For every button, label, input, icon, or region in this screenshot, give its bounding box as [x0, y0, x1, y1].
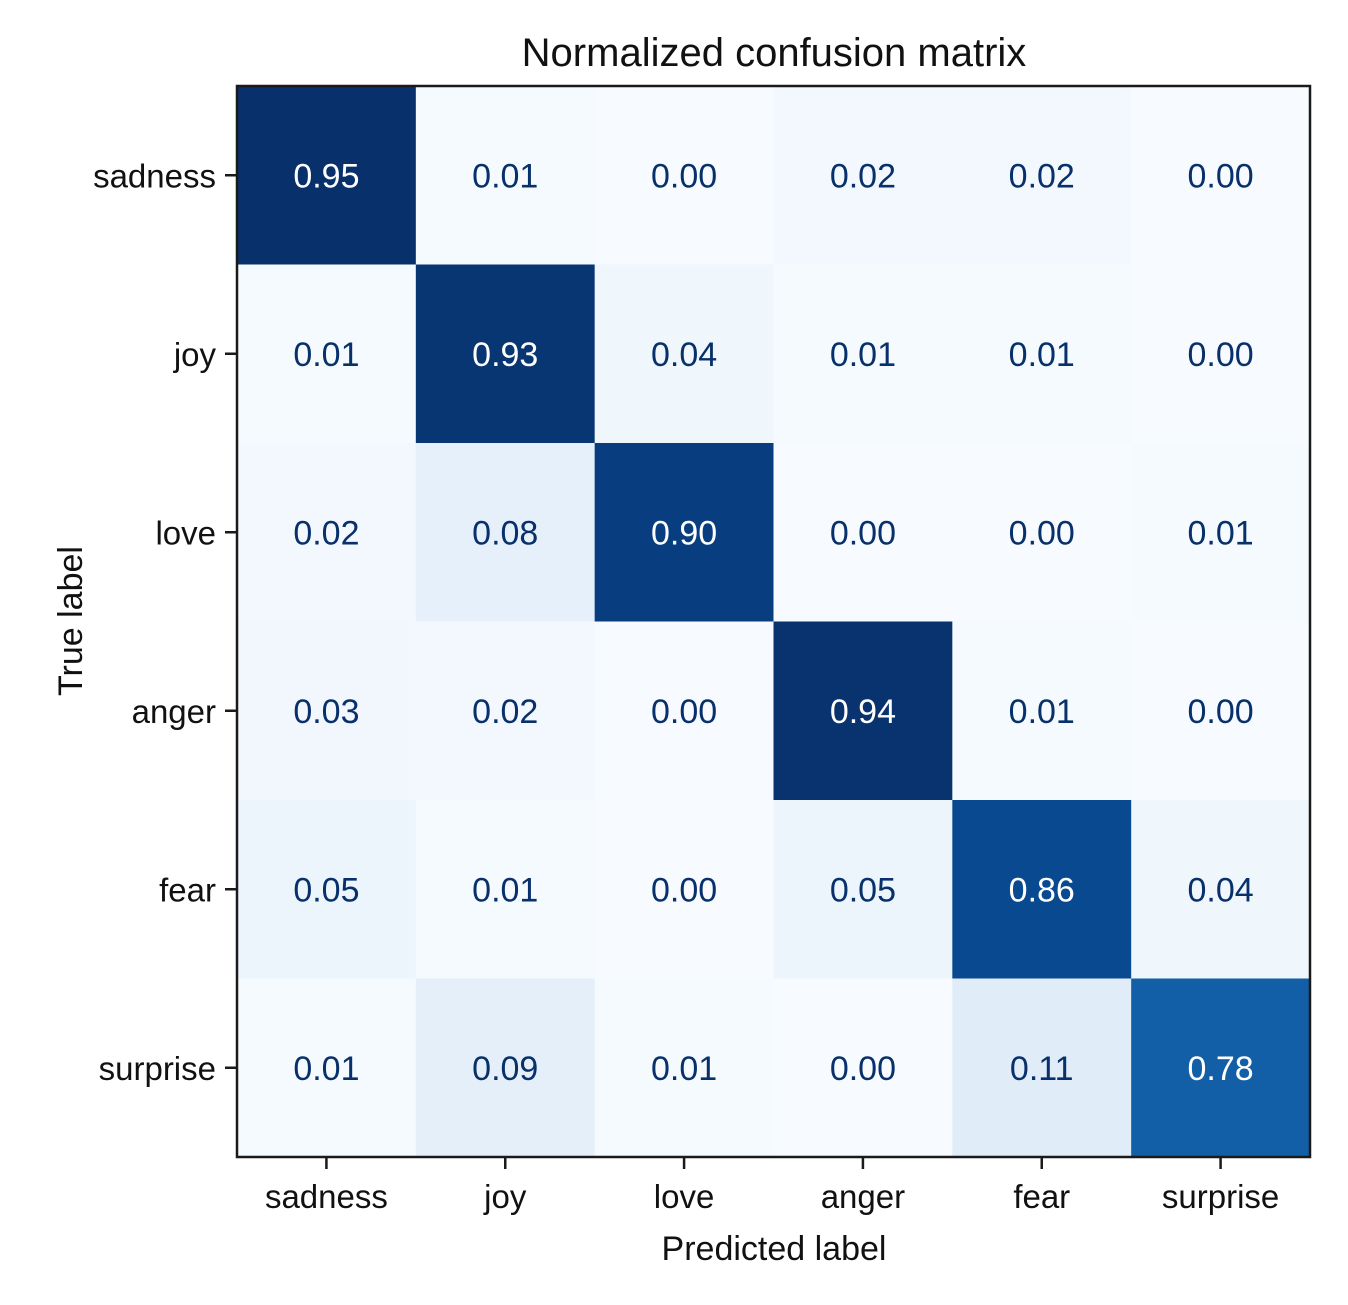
heatmap-cell-joy-love	[594, 264, 775, 444]
cell-value-label: 0.02	[472, 693, 538, 731]
heatmap-cell-surprise-joy	[415, 978, 596, 1158]
cell-value-label: 0.00	[1187, 693, 1253, 731]
heatmap-cell-love-surprise	[1131, 443, 1311, 623]
x-tick-label-joy: joy	[483, 1178, 527, 1215]
cell-value-label: 0.01	[1009, 336, 1075, 374]
cell-value-label: 0.00	[1187, 336, 1253, 374]
heatmap-cell-anger-sadness	[237, 621, 417, 801]
heatmap-cell-anger-anger	[773, 621, 953, 801]
cell-value-label: 0.00	[1187, 157, 1253, 195]
x-tick-label-love: love	[654, 1178, 715, 1215]
chart-title: Normalized confusion matrix	[522, 31, 1027, 75]
heatmap-cell-anger-joy	[415, 621, 596, 801]
heatmap-cell-fear-fear	[952, 800, 1132, 980]
cell-value-label: 0.01	[651, 1050, 717, 1088]
heatmap-cell-fear-sadness	[237, 800, 417, 980]
cell-value-label: 0.78	[1187, 1050, 1253, 1088]
cell-value-label: 0.95	[293, 157, 359, 195]
cell-value-label: 0.00	[651, 157, 717, 195]
cell-value-label: 0.05	[830, 871, 896, 909]
heatmap-cell-sadness-sadness	[237, 86, 417, 266]
heatmap-cell-surprise-anger	[773, 978, 953, 1158]
cell-value-label: 0.02	[1009, 157, 1075, 195]
heatmap-cell-fear-anger	[773, 800, 953, 980]
cell-value-label: 0.90	[651, 514, 717, 552]
heatmap-cell-surprise-love	[594, 978, 775, 1158]
cell-value-label: 0.01	[472, 871, 538, 909]
heatmap-cell-anger-fear	[952, 621, 1132, 801]
heatmap-cell-love-joy	[415, 443, 596, 623]
cell-value-label: 0.00	[830, 514, 896, 552]
cell-value-label: 0.03	[293, 693, 359, 731]
cell-value-label: 0.00	[830, 1050, 896, 1088]
y-tick-label-love: love	[155, 514, 216, 551]
heatmap-cell-anger-love	[594, 621, 775, 801]
heatmap-cell-fear-surprise	[1131, 800, 1311, 980]
y-tick-label-fear: fear	[159, 871, 216, 908]
y-axis-label: True label	[52, 546, 90, 696]
y-tick-label-sadness: sadness	[93, 157, 216, 194]
cell-value-label: 0.94	[830, 693, 896, 731]
cell-value-label: 0.02	[293, 514, 359, 552]
cell-value-label: 0.08	[472, 514, 538, 552]
cell-value-label: 0.01	[830, 336, 896, 374]
heatmap-cell-surprise-sadness	[237, 978, 417, 1158]
cell-value-label: 0.86	[1009, 871, 1075, 909]
heatmap-cell-sadness-fear	[952, 86, 1132, 266]
cell-value-label: 0.09	[472, 1050, 538, 1088]
heatmap-cell-sadness-joy	[415, 86, 596, 266]
cell-value-label: 0.00	[651, 693, 717, 731]
heatmap-cell-surprise-fear	[952, 978, 1132, 1158]
y-tick-label-anger: anger	[132, 693, 216, 730]
cell-value-label: 0.02	[830, 157, 896, 195]
cell-value-label: 0.01	[472, 157, 538, 195]
heatmap-cell-sadness-anger	[773, 86, 953, 266]
cell-value-label: 0.00	[1009, 514, 1075, 552]
heatmap-cell-love-love	[594, 443, 775, 623]
heatmap-cells	[237, 86, 1311, 1158]
cell-value-label: 0.01	[1009, 693, 1075, 731]
cell-value-label: 0.93	[472, 336, 538, 374]
cell-value-label: 0.04	[1187, 871, 1253, 909]
heatmap-cell-surprise-surprise	[1131, 978, 1311, 1158]
heatmap-cell-joy-joy	[415, 264, 596, 444]
heatmap-cell-fear-joy	[415, 800, 596, 980]
heatmap-cell-joy-anger	[773, 264, 953, 444]
heatmap-value-labels: 0.95 0.01 0.00 0.02 0.02 0.00 0.01 0.93 0.04 0.01…	[293, 157, 1253, 1088]
x-tick-label-anger: anger	[821, 1178, 905, 1215]
x-tick-label-sadness: sadness	[265, 1178, 388, 1215]
cell-value-label: 0.00	[651, 871, 717, 909]
cell-value-label: 0.11	[1010, 1050, 1074, 1088]
cell-value-label: 0.01	[293, 1050, 359, 1088]
plot-frame	[235, 84, 1312, 1159]
y-tick-label-joy: joy	[173, 336, 217, 373]
x-axis-label: Predicted label	[662, 1230, 887, 1268]
heatmap-cell-joy-surprise	[1131, 264, 1311, 444]
heatmap-cell-love-fear	[952, 443, 1132, 623]
heatmap-cell-love-sadness	[237, 443, 417, 623]
heatmap-cell-joy-fear	[952, 264, 1132, 444]
cell-value-label: 0.01	[293, 336, 359, 374]
heatmap-cell-anger-surprise	[1131, 621, 1311, 801]
y-axis-ticks: sadness joy love anger fear surprise	[93, 157, 237, 1087]
heatmap-cell-fear-love	[594, 800, 775, 980]
x-tick-label-surprise: surprise	[1162, 1178, 1279, 1215]
heatmap-cell-joy-sadness	[237, 264, 417, 444]
heatmap-cell-sadness-love	[594, 86, 775, 266]
cell-value-label: 0.01	[1187, 514, 1253, 552]
cell-value-label: 0.04	[651, 336, 717, 374]
heatmap-cell-love-anger	[773, 443, 953, 623]
y-tick-label-surprise: surprise	[99, 1050, 216, 1087]
heatmap-cell-sadness-surprise	[1131, 86, 1311, 266]
x-tick-label-fear: fear	[1013, 1178, 1070, 1215]
cell-value-label: 0.05	[293, 871, 359, 909]
x-axis-ticks: sadness joy love anger fear surprise	[265, 1157, 1279, 1215]
